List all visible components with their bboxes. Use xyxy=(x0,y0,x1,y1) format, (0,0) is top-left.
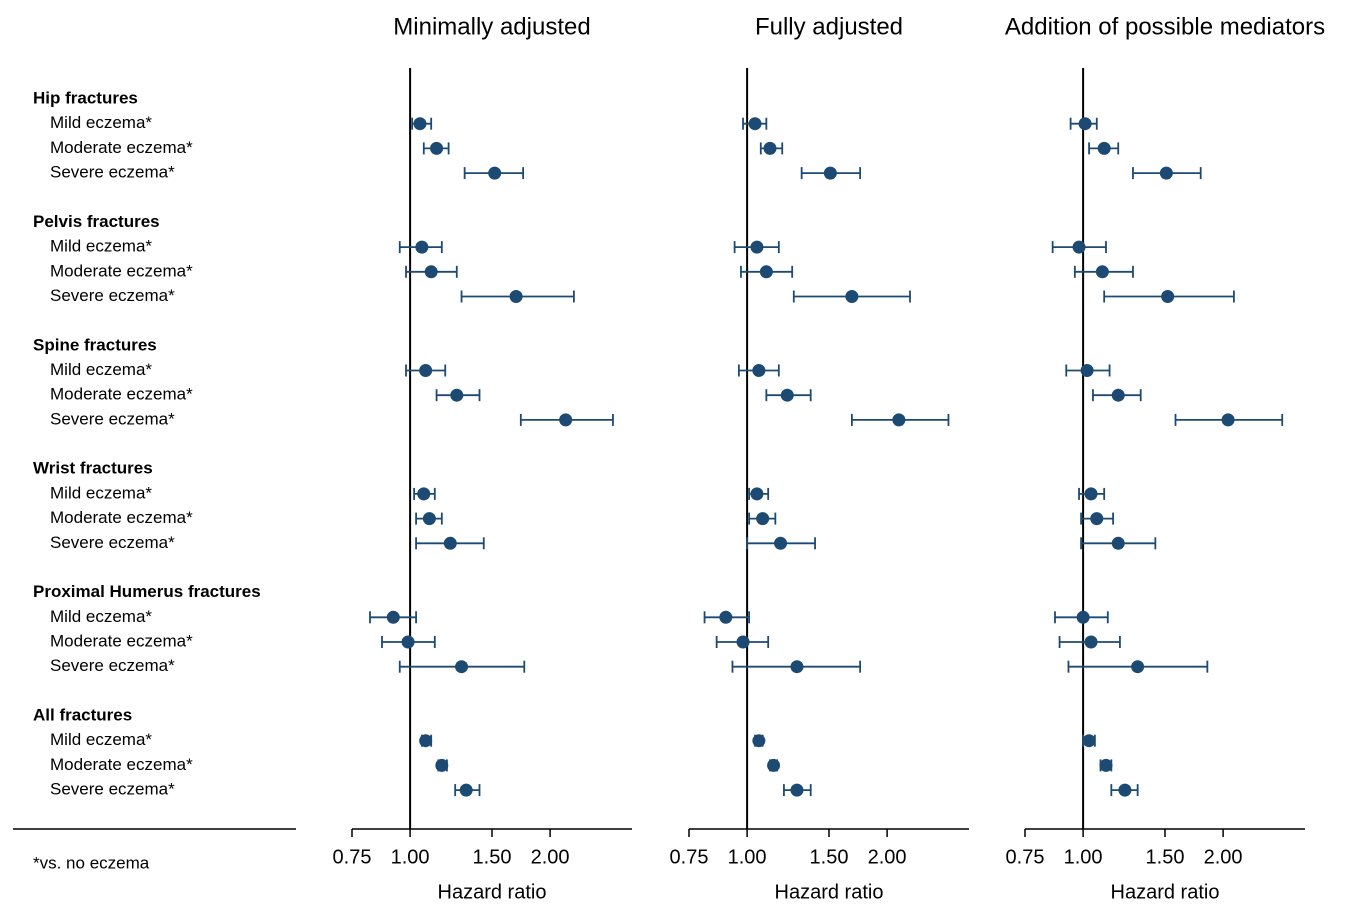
point-estimate xyxy=(413,117,427,131)
x-tick-label: 1.50 xyxy=(473,846,512,868)
point-estimate xyxy=(1118,783,1132,797)
group-label: Hip fractures xyxy=(33,88,138,107)
point-estimate xyxy=(419,364,433,377)
point-estimate xyxy=(1090,512,1104,526)
row-label: Moderate eczema* xyxy=(50,138,193,157)
point-estimate xyxy=(748,117,762,131)
panel-title: Addition of possible mediators xyxy=(1005,13,1325,40)
point-estimate xyxy=(845,290,859,303)
x-tick-label: 1.00 xyxy=(391,846,430,868)
x-axis-label: Hazard ratio xyxy=(775,881,884,903)
row-label: Mild eczema* xyxy=(50,730,152,749)
point-estimate xyxy=(1111,536,1125,550)
point-estimate xyxy=(1099,758,1113,772)
point-estimate xyxy=(401,635,415,649)
point-estimate xyxy=(430,141,444,155)
row-label: Moderate eczema* xyxy=(50,385,193,404)
point-estimate xyxy=(559,413,573,427)
x-tick-label: 0.75 xyxy=(1006,846,1045,868)
x-axis-label: Hazard ratio xyxy=(1111,881,1220,903)
row-label: Severe eczema* xyxy=(50,780,175,799)
row-label: Mild eczema* xyxy=(50,483,152,502)
point-estimate xyxy=(1084,635,1098,649)
point-estimate xyxy=(823,166,837,180)
group-label: Proximal Humerus fractures xyxy=(33,582,261,601)
point-estimate xyxy=(1095,265,1109,279)
row-label: Moderate eczema* xyxy=(50,755,193,774)
point-estimate xyxy=(759,265,773,279)
point-estimate xyxy=(1076,610,1090,624)
row-label: Moderate eczema* xyxy=(50,261,193,280)
row-label: Moderate eczema* xyxy=(50,508,193,527)
row-label: Severe eczema* xyxy=(50,533,175,552)
point-estimate xyxy=(1131,660,1145,674)
point-estimate xyxy=(1080,364,1094,377)
point-estimate xyxy=(422,512,436,526)
panel-title: Fully adjusted xyxy=(755,13,903,40)
point-estimate xyxy=(1097,141,1111,155)
point-estimate xyxy=(417,487,431,501)
point-estimate xyxy=(1072,240,1086,254)
x-tick-label: 2.00 xyxy=(868,846,907,868)
point-estimate xyxy=(450,388,464,402)
row-label: Mild eczema* xyxy=(50,113,152,132)
point-estimate xyxy=(736,635,750,649)
row-label: Severe eczema* xyxy=(50,409,175,428)
point-estimate xyxy=(424,265,438,279)
row-label: Severe eczema* xyxy=(50,163,175,182)
row-label: Mild eczema* xyxy=(50,607,152,626)
point-estimate xyxy=(415,240,429,254)
row-label: Moderate eczema* xyxy=(50,631,193,650)
row-label: Mild eczema* xyxy=(50,360,152,379)
x-tick-label: 1.50 xyxy=(1146,846,1185,868)
group-label: Wrist fractures xyxy=(33,459,153,478)
point-estimate xyxy=(1084,487,1098,501)
point-estimate xyxy=(1111,388,1125,402)
row-label: Mild eczema* xyxy=(50,237,152,256)
x-tick-label: 1.00 xyxy=(728,846,767,868)
x-tick-label: 1.00 xyxy=(1064,846,1103,868)
point-estimate xyxy=(488,166,502,180)
x-tick-label: 2.00 xyxy=(1204,846,1243,868)
point-estimate xyxy=(790,660,804,674)
point-estimate xyxy=(1221,413,1235,427)
point-estimate xyxy=(509,290,523,303)
point-estimate xyxy=(443,536,457,550)
point-estimate xyxy=(763,141,777,155)
point-estimate xyxy=(750,240,764,254)
point-estimate xyxy=(892,413,906,427)
point-estimate xyxy=(756,512,770,526)
point-estimate xyxy=(419,734,433,748)
group-label: Pelvis fractures xyxy=(33,212,160,231)
group-label: All fractures xyxy=(33,705,132,724)
panel-title: Minimally adjusted xyxy=(393,13,590,40)
point-estimate xyxy=(774,536,788,550)
row-label: Severe eczema* xyxy=(50,656,175,675)
x-axis-label: Hazard ratio xyxy=(438,881,547,903)
footnote: *vs. no eczema xyxy=(33,853,150,872)
x-tick-label: 0.75 xyxy=(670,846,709,868)
x-tick-label: 0.75 xyxy=(333,846,372,868)
x-tick-label: 2.00 xyxy=(531,846,570,868)
point-estimate xyxy=(435,758,449,772)
point-estimate xyxy=(1082,734,1096,748)
point-estimate xyxy=(790,783,804,797)
point-estimate xyxy=(1159,166,1173,180)
point-estimate xyxy=(750,487,764,501)
row-label: Severe eczema* xyxy=(50,286,175,305)
point-estimate xyxy=(780,388,794,402)
point-estimate xyxy=(767,758,781,772)
point-estimate xyxy=(386,610,400,624)
group-label: Spine fractures xyxy=(33,335,157,354)
point-estimate xyxy=(752,734,766,748)
point-estimate xyxy=(719,610,733,624)
point-estimate xyxy=(1078,117,1092,131)
point-estimate xyxy=(1161,290,1175,303)
point-estimate xyxy=(752,364,766,377)
x-tick-label: 1.50 xyxy=(810,846,849,868)
point-estimate xyxy=(459,783,473,797)
point-estimate xyxy=(455,660,469,674)
